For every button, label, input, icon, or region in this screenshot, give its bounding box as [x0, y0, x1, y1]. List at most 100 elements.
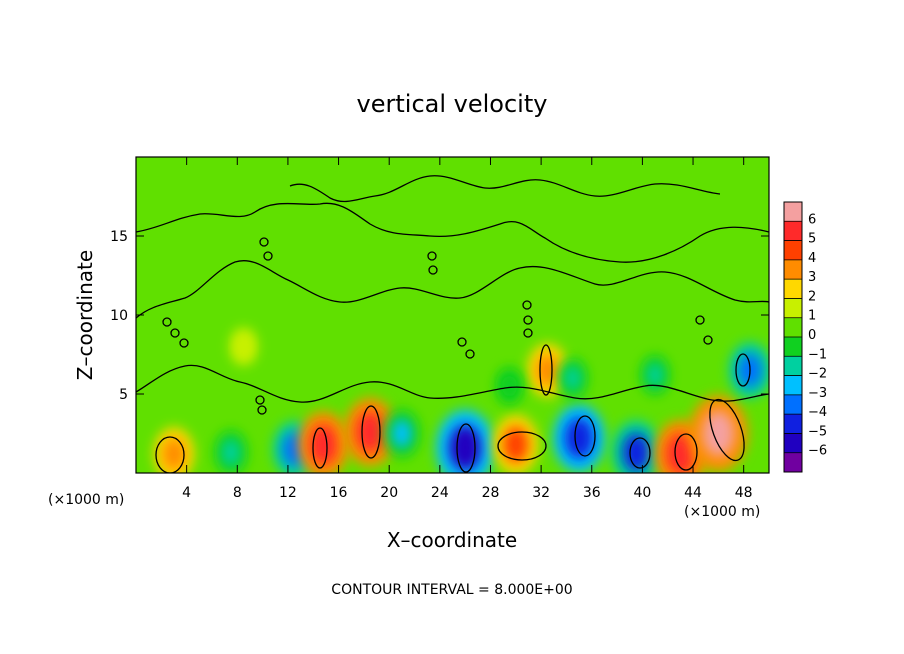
x-unit-label: (×1000 m) [684, 504, 760, 520]
field-feature-core [666, 433, 695, 473]
colorbar-label: 1 [808, 309, 816, 324]
contour-loop [629, 437, 651, 469]
colorbar-label: −3 [808, 386, 827, 401]
field-feature-core [449, 424, 482, 471]
x-tick-label: 4 [182, 485, 191, 501]
field-feature-core [221, 439, 240, 466]
x-tick-label: 24 [431, 485, 449, 501]
field-feature-core [391, 419, 412, 448]
colorbar-label: 5 [808, 232, 816, 247]
x-axis-label: X–coordinate [387, 528, 517, 552]
field-feature-core [235, 335, 252, 358]
plot-frame [135, 156, 770, 474]
colorbar-swatch [784, 414, 802, 434]
colorbar-swatch [784, 452, 802, 473]
field-feature-core [564, 366, 581, 391]
colorbar [783, 201, 803, 473]
field-feature-core [501, 374, 518, 398]
colorbar-swatch [784, 433, 802, 454]
field-feature-core [702, 410, 735, 457]
x-tick-label: 8 [233, 485, 242, 501]
contour-loop [703, 335, 713, 345]
x-tick-label: 40 [633, 485, 651, 501]
colorbar-swatch [784, 394, 802, 415]
x-tick-label: 32 [532, 485, 550, 501]
x-tick-label: 48 [735, 485, 753, 501]
plot-area [135, 156, 770, 474]
colorbar-swatch [784, 356, 802, 377]
colorbar-swatch [784, 298, 802, 319]
axis-ticks [136, 157, 769, 473]
contour-loop [465, 349, 475, 359]
contour-loop [259, 237, 269, 247]
colorbar-label: 0 [808, 328, 816, 343]
contour-loop [523, 328, 533, 338]
colorbar-label: −4 [808, 405, 827, 420]
colorbar-swatch [784, 240, 802, 261]
x-tick-label: 16 [330, 485, 348, 501]
field-feature-core [622, 433, 650, 472]
colorbar-swatch [784, 317, 802, 338]
contour-loop [162, 317, 172, 327]
field-feature-core [564, 417, 594, 459]
contour-loop [255, 395, 265, 405]
field-features [153, 327, 769, 473]
y-tick-label: 5 [119, 387, 128, 403]
contour-loop [709, 398, 745, 462]
x-tick-labels: 4 8 12 16 20 24 28 32 36 40 44 48 [182, 485, 752, 501]
contour-interval-label: CONTOUR INTERVAL = 8.000E+00 [331, 582, 572, 598]
y-tick-labels: 5 10 15 [110, 229, 128, 403]
contour-loop [312, 427, 328, 469]
x-tick-label: 36 [583, 485, 601, 501]
contour-loop [456, 423, 476, 473]
colorbar-swatch [784, 221, 802, 242]
contour-loop [574, 415, 596, 457]
colorbar-swatch [784, 202, 802, 222]
contour-loop [263, 251, 273, 261]
colorbar-label: −6 [808, 444, 827, 459]
colorbar-label: 3 [808, 270, 816, 285]
contour-loop [427, 251, 437, 261]
colorbar-swatch [784, 279, 802, 299]
contour-loop [539, 344, 553, 396]
contour-loop [361, 405, 381, 459]
y-tick-label: 10 [110, 308, 128, 324]
chart-title: vertical velocity [357, 90, 548, 118]
contour-loop [179, 338, 189, 348]
contour-loop [695, 315, 705, 325]
x-tick-label: 20 [380, 485, 398, 501]
contour-loop [428, 265, 438, 275]
contour-loop [497, 431, 547, 461]
contour-lines [136, 175, 769, 473]
contour-line-top [289, 175, 721, 203]
contour-loop [523, 315, 533, 325]
colorbar-swatch [784, 375, 802, 396]
contour-loop [674, 433, 698, 471]
field-feature-core [162, 437, 186, 471]
field-feature-core [309, 424, 338, 465]
contour-loop [522, 300, 532, 310]
colorbar-label: −2 [808, 367, 827, 382]
y-tick-label: 15 [110, 229, 128, 245]
x-tick-label: 44 [684, 485, 702, 501]
contour-loop [257, 405, 267, 415]
colorbar-label: 2 [808, 289, 816, 304]
field-feature-core [536, 354, 559, 387]
field-feature-core [503, 426, 529, 463]
contour-loop [155, 436, 185, 473]
colorbar-label: 4 [808, 251, 816, 266]
contour-line-middle [136, 260, 769, 319]
y-unit-label: (×1000 m) [48, 492, 124, 508]
contour-line-upper [136, 202, 769, 263]
contour-loop [457, 337, 467, 347]
x-tick-label: 28 [482, 485, 500, 501]
contour-loop [170, 328, 180, 338]
colorbar-swatch [784, 259, 802, 280]
contour-loop [735, 353, 751, 387]
y-axis-label: Z–coordinate [73, 250, 97, 380]
x-tick-label: 12 [279, 485, 297, 501]
contour-line-lower [136, 364, 769, 403]
colorbar-label: 6 [808, 212, 816, 227]
colorbar-swatch [784, 337, 802, 357]
